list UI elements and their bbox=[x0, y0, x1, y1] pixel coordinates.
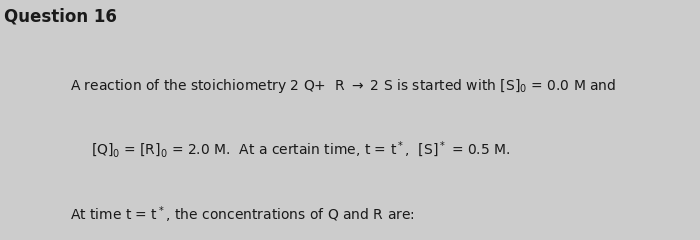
Text: At time t = t$^*$, the concentrations of Q and R are:: At time t = t$^*$, the concentrations of… bbox=[70, 204, 415, 225]
Text: A reaction of the stoichiometry 2 Q+  R $\rightarrow$ 2 S is started with [S]$_0: A reaction of the stoichiometry 2 Q+ R $… bbox=[70, 77, 616, 95]
Text: [Q]$_0$ = [R]$_0$ = 2.0 M.  At a certain time, t = t$^*$,  [S]$^*$ = 0.5 M.: [Q]$_0$ = [R]$_0$ = 2.0 M. At a certain … bbox=[91, 139, 510, 160]
Text: Question 16: Question 16 bbox=[4, 7, 116, 25]
